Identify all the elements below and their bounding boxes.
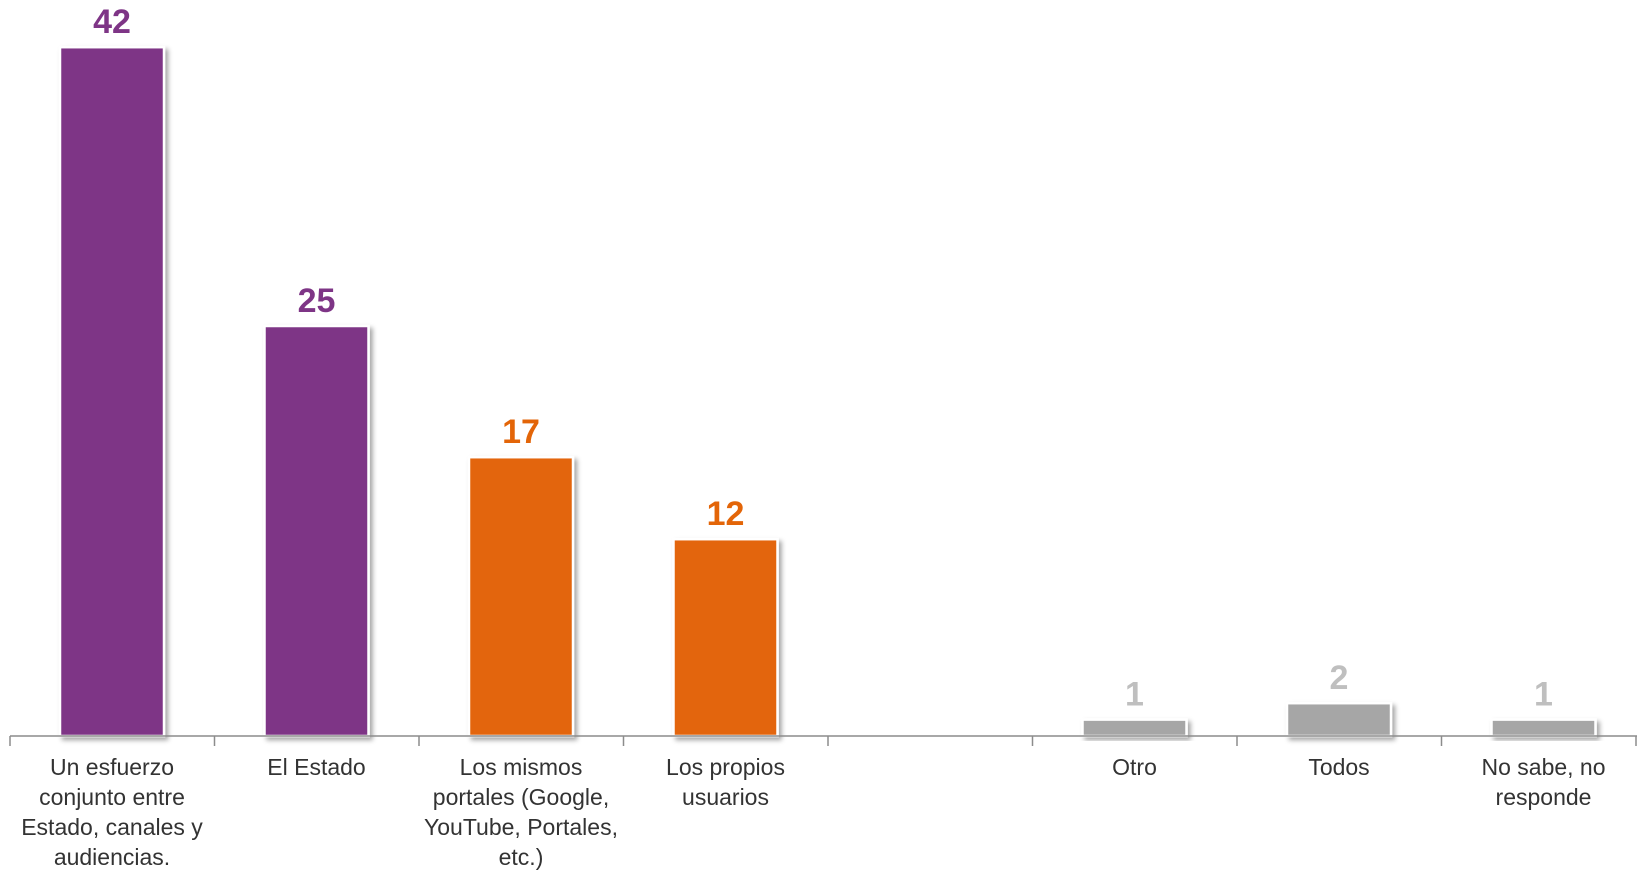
category-label: Otro bbox=[1112, 754, 1157, 780]
bar bbox=[672, 537, 779, 738]
category-label-line: Los propios bbox=[666, 754, 785, 780]
category-label-line: Los mismos bbox=[460, 754, 583, 780]
category-label-line: YouTube, Portales, bbox=[424, 814, 618, 840]
bar bbox=[263, 324, 370, 738]
category-label: No sabe, no responde bbox=[1481, 754, 1605, 810]
category-label: Los propios usuarios bbox=[666, 754, 785, 810]
data-label: 12 bbox=[707, 495, 745, 533]
category-label: Todos bbox=[1308, 754, 1369, 780]
category-label-line: audiencias. bbox=[54, 844, 170, 870]
bars-layer bbox=[58, 45, 1597, 738]
data-label: 25 bbox=[298, 282, 336, 320]
category-label: Los mismos portales (Google, YouTube, Port… bbox=[424, 754, 618, 870]
category-label-line: El Estado bbox=[267, 754, 365, 780]
category-label-line: No sabe, no bbox=[1481, 754, 1605, 780]
data-label: 17 bbox=[502, 413, 540, 451]
labels-layer: 42 Un esfuerzo conjunto entre Estado, canal… bbox=[21, 3, 1605, 870]
data-label: 42 bbox=[93, 3, 131, 41]
category-label: El Estado bbox=[267, 754, 365, 780]
category-label-line: Estado, canales y bbox=[21, 814, 203, 840]
category-label-line: responde bbox=[1496, 784, 1592, 810]
data-label: 1 bbox=[1125, 676, 1144, 714]
bar bbox=[1285, 701, 1393, 738]
bar bbox=[1490, 718, 1597, 738]
category-label-line: etc.) bbox=[499, 844, 544, 870]
category-label-line: usuarios bbox=[682, 784, 769, 810]
category-label-line: Todos bbox=[1308, 754, 1369, 780]
bar bbox=[1081, 718, 1188, 738]
category-label-line: conjunto entre bbox=[39, 784, 185, 810]
bar bbox=[58, 45, 166, 738]
category-label-line: portales (Google, bbox=[433, 784, 609, 810]
data-label: 2 bbox=[1330, 659, 1349, 697]
category-label-line: Un esfuerzo bbox=[50, 754, 174, 780]
category-label-line: Otro bbox=[1112, 754, 1157, 780]
data-label: 1 bbox=[1534, 676, 1553, 714]
category-label: Un esfuerzo conjunto entre Estado, canales… bbox=[21, 754, 203, 870]
bar bbox=[467, 455, 575, 738]
x-axis bbox=[9, 735, 1637, 746]
